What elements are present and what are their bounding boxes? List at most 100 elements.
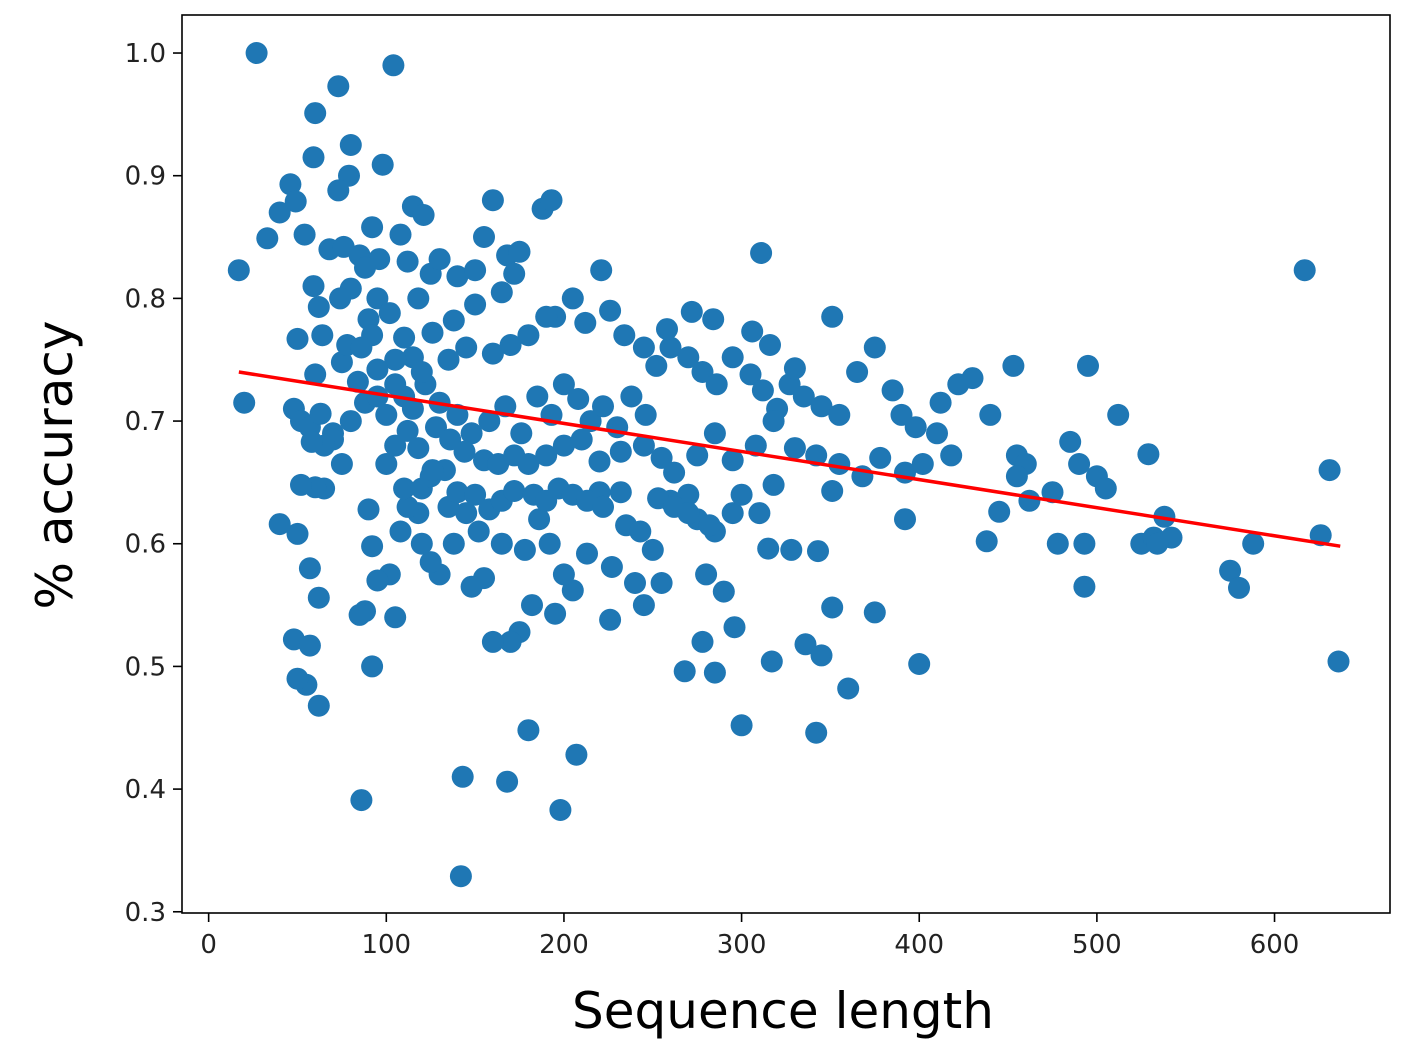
data-point	[552, 563, 575, 586]
data-point	[561, 287, 584, 310]
data-point	[453, 440, 476, 463]
data-point	[632, 336, 655, 359]
data-point	[307, 296, 330, 318]
data-point	[490, 532, 513, 555]
data-point	[1219, 559, 1242, 582]
data-point	[703, 661, 726, 684]
data-point	[348, 603, 371, 626]
data-point	[350, 789, 373, 812]
data-point	[904, 416, 927, 439]
x-tick-label: 500	[1072, 930, 1122, 960]
data-point	[442, 532, 465, 555]
data-point	[449, 865, 472, 888]
data-point	[780, 538, 803, 561]
data-point	[330, 351, 353, 374]
data-point	[810, 644, 833, 667]
data-point	[300, 430, 323, 453]
data-point	[691, 361, 714, 383]
data-point	[357, 498, 380, 521]
data-point	[606, 416, 629, 439]
data-point	[481, 189, 504, 212]
data-point	[421, 459, 444, 482]
data-point	[741, 320, 764, 343]
x-tick-label: 300	[717, 930, 767, 960]
data-point	[437, 348, 460, 371]
data-point	[382, 54, 405, 77]
y-tick-label: 0.4	[125, 775, 166, 805]
data-point	[329, 287, 352, 310]
data-point	[592, 395, 614, 418]
data-point	[327, 179, 350, 202]
data-point	[1018, 489, 1041, 512]
data-point	[455, 336, 478, 359]
data-point	[698, 514, 721, 537]
data-point	[366, 569, 389, 592]
data-point	[384, 348, 407, 371]
data-point	[412, 204, 435, 226]
data-point	[451, 765, 474, 788]
data-point	[490, 281, 513, 304]
data-point	[561, 579, 584, 602]
data-point	[298, 634, 321, 657]
data-point	[1228, 576, 1250, 599]
data-point	[304, 102, 327, 125]
data-point	[757, 537, 780, 560]
data-point	[634, 403, 657, 426]
data-point	[632, 434, 655, 457]
data-point	[1046, 532, 1069, 555]
data-point	[268, 201, 291, 224]
data-point	[1107, 403, 1130, 426]
data-point	[1242, 532, 1265, 555]
data-point	[677, 502, 700, 525]
data-point	[366, 385, 389, 408]
data-point	[805, 721, 828, 744]
data-point	[460, 575, 483, 598]
data-point	[979, 403, 1002, 426]
data-point	[567, 388, 590, 410]
data-point	[350, 336, 373, 359]
data-point	[298, 557, 321, 580]
data-point	[286, 327, 309, 350]
data-point	[535, 305, 558, 328]
data-point	[846, 361, 869, 383]
data-point	[245, 42, 268, 64]
data-point	[1059, 430, 1082, 453]
trend-line	[238, 370, 1341, 548]
data-point	[1146, 532, 1169, 555]
data-point	[396, 495, 419, 518]
data-point	[544, 602, 567, 625]
data-point	[940, 444, 963, 467]
data-point	[393, 477, 416, 500]
data-point	[1293, 259, 1316, 282]
data-point	[592, 495, 614, 518]
data-point	[361, 655, 384, 678]
y-tick-label: 0.8	[125, 284, 166, 314]
data-point	[464, 293, 487, 316]
data-point	[481, 630, 504, 653]
data-point	[396, 419, 419, 442]
data-point	[712, 580, 735, 603]
data-point	[378, 302, 401, 325]
data-point	[1137, 443, 1160, 466]
data-point	[650, 572, 673, 594]
data-point	[703, 422, 726, 445]
data-point	[810, 395, 833, 418]
data-point	[632, 594, 655, 617]
y-tick-label: 0.5	[125, 652, 166, 682]
data-point	[302, 146, 325, 169]
data-point	[641, 538, 664, 561]
data-point	[311, 324, 334, 347]
data-point	[762, 410, 785, 433]
data-point	[439, 428, 462, 451]
y-axis-label: % accuracy	[26, 321, 84, 610]
data-point	[762, 473, 785, 496]
data-point	[645, 354, 668, 377]
data-point	[410, 532, 433, 555]
data-point	[526, 385, 549, 408]
data-point	[446, 481, 469, 504]
data-point	[384, 434, 407, 457]
x-tick-label: 100	[361, 930, 411, 960]
x-tick-label: 200	[539, 930, 589, 960]
data-point	[691, 630, 714, 653]
data-point	[911, 453, 934, 475]
